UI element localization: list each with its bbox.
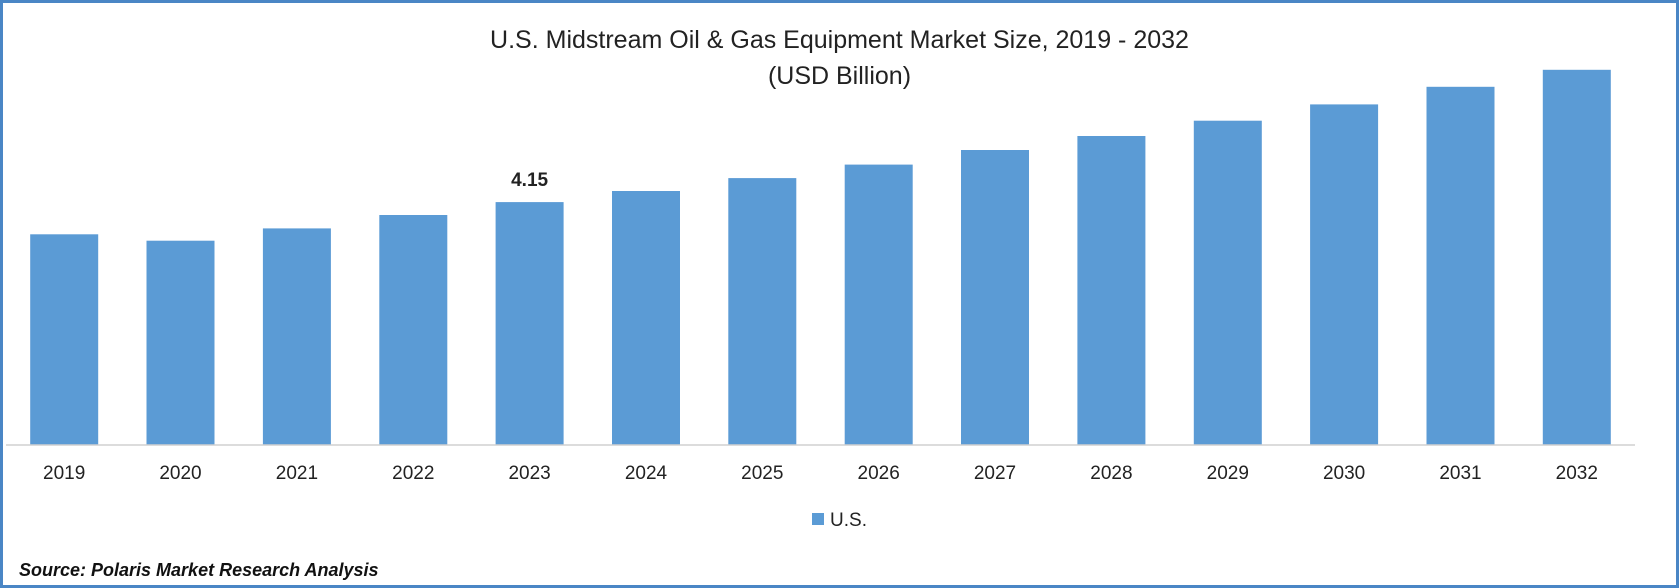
x-tick-label-2024: 2024 <box>625 463 668 484</box>
legend: U.S. <box>3 510 1676 532</box>
x-tick-label-2021: 2021 <box>276 463 318 484</box>
bar-2025 <box>728 178 797 445</box>
bar-2019 <box>30 234 99 445</box>
source-note: Source: Polaris Market Research Analysis <box>19 560 379 580</box>
x-tick-label-2027: 2027 <box>974 463 1016 484</box>
x-tick-label-2032: 2032 <box>1556 463 1598 484</box>
bar-chart: 2019 2020 2021 2022 2023 4.15 2024 2025 2026 2027… <box>6 69 1635 484</box>
legend-swatch <box>812 512 825 525</box>
chart-title: U.S. Midstream Oil & Gas Equipment Marke… <box>490 26 1189 54</box>
bar-2031 <box>1426 86 1495 446</box>
x-tick-label-2023: 2023 <box>508 463 550 484</box>
chart-subtitle: (USD Billion) <box>767 62 912 90</box>
x-tick-label-2025: 2025 <box>741 463 783 484</box>
bar-2032 <box>1542 69 1611 446</box>
x-tick-label-2022: 2022 <box>392 463 434 484</box>
bar-2030 <box>1310 104 1379 446</box>
bar-2020 <box>146 240 215 445</box>
bar-2028 <box>1077 136 1146 445</box>
legend-label: U.S. <box>830 510 867 531</box>
x-tick-label-2019: 2019 <box>43 463 85 484</box>
bar-2029 <box>1193 120 1262 445</box>
bar-2022 <box>379 215 448 445</box>
bar-2024 <box>612 191 680 445</box>
bar-2027 <box>961 150 1029 445</box>
x-tick-label-2030: 2030 <box>1323 463 1365 484</box>
x-tick-label-2029: 2029 <box>1207 463 1249 484</box>
bar-2021 <box>262 228 331 445</box>
x-tick-label-2028: 2028 <box>1090 463 1132 484</box>
bars-layer <box>30 69 1611 446</box>
labels-layer: 2019 2020 2021 2022 2023 4.15 2024 2025 2026 2027… <box>43 170 1598 484</box>
x-tick-label-2020: 2020 <box>159 463 201 484</box>
bar-2026 <box>844 164 913 445</box>
data-label-2023: 4.15 <box>511 170 548 191</box>
x-tick-label-2026: 2026 <box>858 463 900 484</box>
bar-2023 <box>495 202 564 445</box>
x-tick-label-2031: 2031 <box>1439 463 1481 484</box>
